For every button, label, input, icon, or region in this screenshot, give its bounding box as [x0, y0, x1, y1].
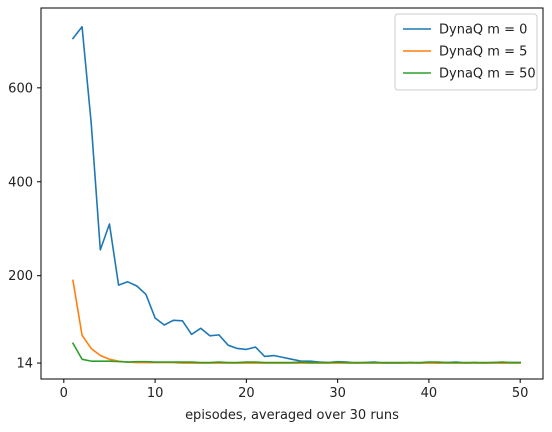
y-tick-label: 600 [8, 81, 33, 96]
x-axis-label: episodes, averaged over 30 runs [185, 408, 399, 423]
series-layer [71, 25, 521, 364]
legend-box [394, 13, 538, 91]
x-tick-label: 0 [60, 386, 68, 401]
y-tick-label: 400 [8, 175, 33, 190]
x-axis: 0 10 20 30 40 50 [60, 379, 529, 401]
legend-label-1: DynaQ m = 5 [439, 45, 527, 60]
x-tick-label: 30 [329, 386, 346, 401]
x-tick-label: 20 [238, 386, 255, 401]
x-tick-label: 10 [147, 386, 164, 401]
legend-label-0: DynaQ m = 0 [439, 23, 527, 38]
plot-frame [40, 7, 544, 380]
series-line-1 [72, 279, 521, 364]
y-axis: 14 200 400 600 [8, 81, 41, 372]
legend-label-2: DynaQ m = 50 [439, 67, 536, 82]
x-tick-label: 50 [512, 386, 529, 401]
y-tick-label: 200 [8, 269, 33, 284]
legend: DynaQ m = 0 DynaQ m = 5 DynaQ m = 50 [394, 13, 538, 91]
y-tick-label: 14 [16, 357, 33, 372]
x-tick-label: 40 [421, 386, 438, 401]
series-line-2 [71, 342, 521, 364]
